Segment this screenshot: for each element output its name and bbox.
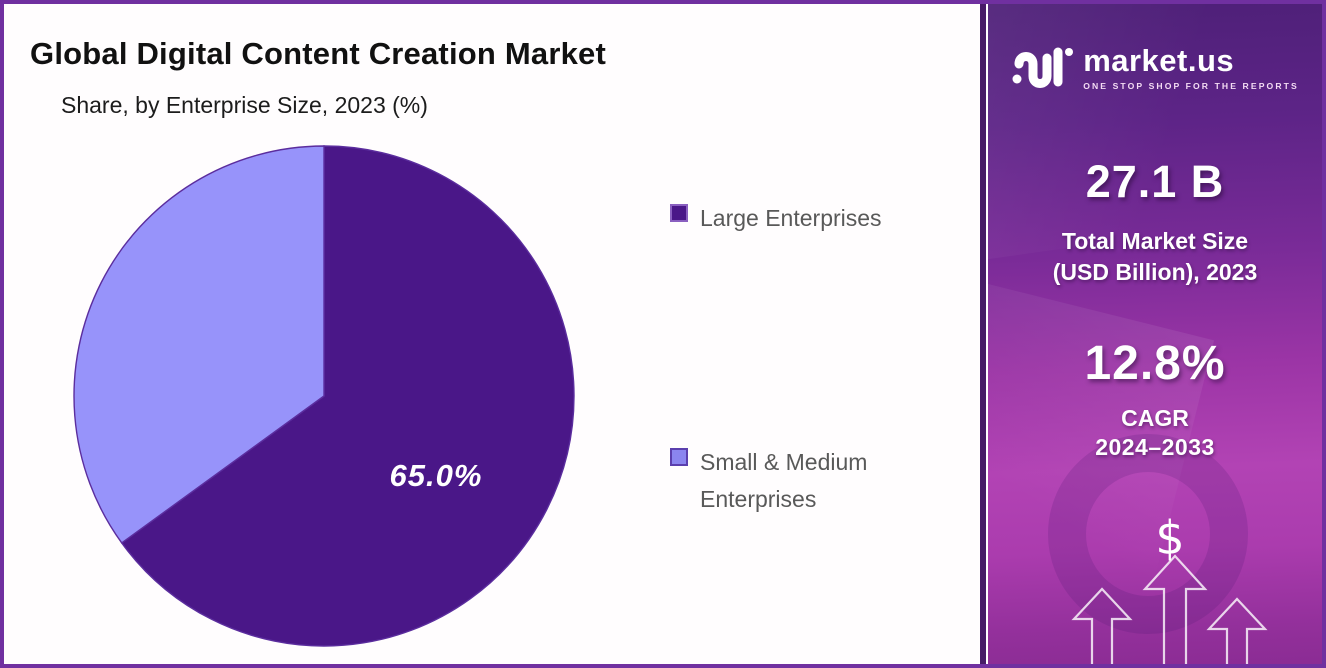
marketus-logo-icon [1012, 47, 1074, 88]
legend-label: Large Enterprises [700, 205, 882, 231]
panel-divider [980, 4, 986, 664]
pie-slice-1 [73, 145, 325, 544]
pie-chart-svg: 65.0% [73, 145, 575, 647]
arrow-up-right [1206, 597, 1268, 664]
arrow-up-middle [1142, 554, 1208, 664]
dollar-sign: $ [1155, 511, 1184, 565]
brand-tagline: ONE STOP SHOP FOR THE REPORTS [1083, 81, 1299, 91]
chart-area: Global Digital Content Creation Market S… [4, 4, 980, 664]
legend-item-small-medium-enterprises: Small & Medium Enterprises [670, 444, 915, 519]
stat-cagr-label: CAGR [1121, 405, 1189, 432]
growth-arrows-graphic: $ [988, 492, 1322, 664]
stat-cagr-period: 2024–2033 [1095, 434, 1215, 461]
pie-chart: 65.0% [66, 138, 582, 654]
arrow-up-left [1071, 587, 1133, 664]
brand-name: market.us [1083, 43, 1235, 78]
stat-cagr-value: 12.8% [1084, 337, 1226, 391]
stat-market-size-value: 27.1 B [1085, 156, 1225, 207]
legend-item-large-enterprises: Large Enterprises [670, 200, 882, 237]
chart-subtitle: Share, by Enterprise Size, 2023 (%) [61, 92, 428, 118]
legend-swatch-small-medium-enterprises [670, 448, 688, 466]
pie-slice-0 [120, 145, 575, 647]
stat-market-size-label: Total Market Size (USD Billion), 2023 [1052, 228, 1258, 286]
pie-data-label: 65.0% [390, 458, 483, 493]
chart-title: Global Digital Content Creation Market [30, 36, 606, 71]
panel-divider-highlight [986, 4, 988, 664]
growth-arrows-svg: $ [1071, 511, 1268, 664]
legend-label: Small & Medium Enterprises [700, 449, 868, 513]
legend-swatch-large-enterprises [670, 204, 688, 222]
brand-panel: market.us ONE STOP SHOP FOR THE REPORTS … [988, 4, 1322, 664]
pie-slices [73, 145, 575, 647]
brand-logo: market.us ONE STOP SHOP FOR THE REPORTS [988, 42, 1322, 94]
